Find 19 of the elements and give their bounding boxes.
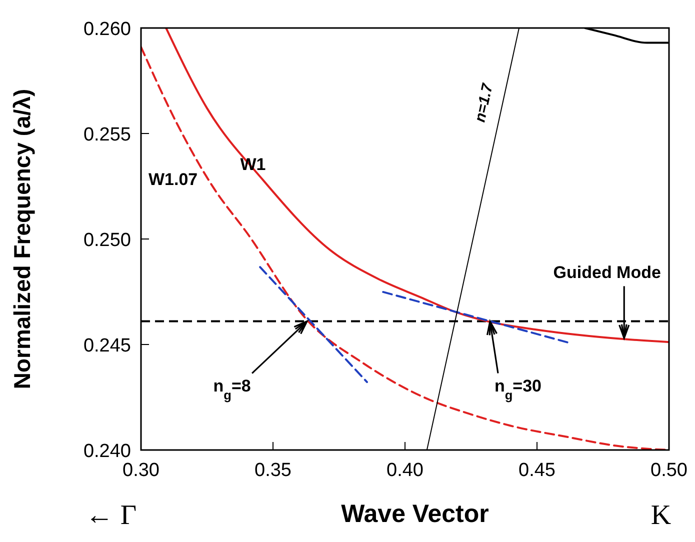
x-axis-title: Wave Vector: [341, 500, 490, 528]
y-tick-label: 0.250: [83, 230, 131, 251]
y-tick-label: 0.240: [83, 441, 131, 462]
annotation: Guided Mode: [553, 263, 661, 282]
text: K: [650, 500, 672, 531]
text: n=1.7: [472, 82, 497, 124]
annotation: n$_{g}$=8: [213, 376, 251, 402]
x-tick-label: 0.45: [518, 460, 556, 481]
annotation: n$_{g}$=30: [494, 376, 542, 402]
series-label: W1.07: [148, 170, 198, 190]
x-tick-label: 0.30: [122, 460, 160, 481]
x-tick-label: 0.50: [650, 460, 688, 481]
y-tick-label: 0.260: [83, 19, 131, 40]
y-tick-label: 0.245: [83, 336, 131, 356]
y-tick-label: 0.255: [83, 124, 131, 146]
y-axis-title: Normalized Frequency (a/λ): [9, 88, 35, 390]
x-tick-label: 0.35: [254, 460, 292, 481]
x-tick-label: 0.40: [386, 460, 424, 481]
text: ← Γ: [85, 500, 137, 531]
